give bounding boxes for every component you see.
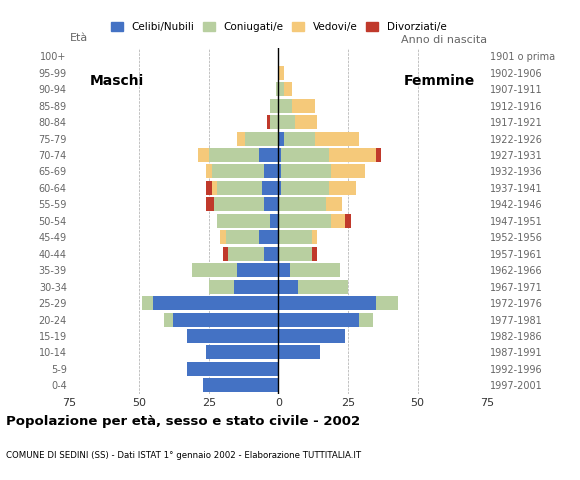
Bar bbox=[278, 280, 298, 294]
Bar bbox=[164, 312, 173, 326]
Bar bbox=[278, 98, 292, 113]
Bar bbox=[278, 115, 295, 129]
Bar bbox=[237, 263, 278, 277]
Bar bbox=[278, 181, 281, 195]
Bar bbox=[245, 132, 278, 145]
Bar bbox=[264, 165, 278, 179]
Bar bbox=[359, 312, 373, 326]
Bar bbox=[212, 181, 217, 195]
Bar bbox=[187, 362, 278, 376]
Text: Femmine: Femmine bbox=[404, 74, 476, 88]
Bar bbox=[198, 148, 209, 162]
Bar bbox=[278, 263, 289, 277]
Bar bbox=[206, 346, 278, 360]
Bar bbox=[376, 296, 398, 310]
Bar bbox=[331, 165, 365, 179]
Bar bbox=[312, 230, 317, 244]
Bar bbox=[278, 82, 284, 96]
Bar bbox=[278, 132, 284, 145]
Bar bbox=[345, 214, 351, 228]
Bar bbox=[295, 115, 317, 129]
Bar bbox=[331, 214, 345, 228]
Bar bbox=[223, 247, 229, 261]
Bar bbox=[314, 132, 359, 145]
Bar bbox=[203, 378, 278, 392]
Bar bbox=[292, 98, 314, 113]
Bar bbox=[278, 296, 376, 310]
Bar bbox=[220, 230, 226, 244]
Bar bbox=[278, 66, 284, 80]
Bar bbox=[153, 296, 278, 310]
Bar bbox=[142, 296, 153, 310]
Bar bbox=[226, 230, 259, 244]
Bar bbox=[278, 165, 281, 179]
Bar bbox=[328, 148, 376, 162]
Bar bbox=[270, 115, 278, 129]
Bar bbox=[278, 148, 281, 162]
Text: COMUNE DI SEDINI (SS) - Dati ISTAT 1° gennaio 2002 - Elaborazione TUTTITALIA.IT: COMUNE DI SEDINI (SS) - Dati ISTAT 1° ge… bbox=[6, 451, 361, 460]
Bar bbox=[298, 280, 348, 294]
Bar bbox=[281, 165, 331, 179]
Bar bbox=[229, 247, 264, 261]
Bar bbox=[376, 148, 382, 162]
Bar bbox=[278, 312, 359, 326]
Bar bbox=[284, 132, 314, 145]
Bar bbox=[209, 280, 234, 294]
Bar bbox=[206, 197, 215, 211]
Bar bbox=[278, 230, 312, 244]
Bar bbox=[267, 115, 270, 129]
Bar bbox=[237, 132, 245, 145]
Bar bbox=[281, 148, 328, 162]
Bar bbox=[312, 247, 317, 261]
Bar bbox=[212, 165, 264, 179]
Bar bbox=[217, 181, 262, 195]
Bar bbox=[259, 230, 278, 244]
Bar bbox=[278, 346, 320, 360]
Legend: Celibi/Nubili, Coniugati/e, Vedovi/e, Divorziati/e: Celibi/Nubili, Coniugati/e, Vedovi/e, Di… bbox=[107, 19, 450, 35]
Bar bbox=[262, 181, 278, 195]
Bar bbox=[326, 197, 342, 211]
Text: Anno di nascita: Anno di nascita bbox=[401, 35, 487, 45]
Bar bbox=[264, 247, 278, 261]
Bar bbox=[289, 263, 340, 277]
Bar bbox=[234, 280, 278, 294]
Bar bbox=[217, 214, 270, 228]
Text: Età: Età bbox=[70, 33, 88, 43]
Bar bbox=[284, 82, 292, 96]
Bar bbox=[209, 148, 259, 162]
Bar bbox=[278, 247, 312, 261]
Bar bbox=[187, 329, 278, 343]
Bar bbox=[276, 82, 278, 96]
Bar bbox=[259, 148, 278, 162]
Bar bbox=[192, 263, 237, 277]
Bar bbox=[270, 98, 278, 113]
Bar bbox=[278, 214, 331, 228]
Bar bbox=[215, 197, 264, 211]
Bar bbox=[206, 181, 212, 195]
Bar bbox=[264, 197, 278, 211]
Bar bbox=[278, 329, 345, 343]
Bar bbox=[281, 181, 328, 195]
Bar bbox=[270, 214, 278, 228]
Bar bbox=[278, 197, 326, 211]
Bar bbox=[206, 165, 212, 179]
Text: Popolazione per età, sesso e stato civile - 2002: Popolazione per età, sesso e stato civil… bbox=[6, 415, 360, 428]
Bar bbox=[173, 312, 278, 326]
Bar bbox=[328, 181, 356, 195]
Text: Maschi: Maschi bbox=[90, 74, 144, 88]
